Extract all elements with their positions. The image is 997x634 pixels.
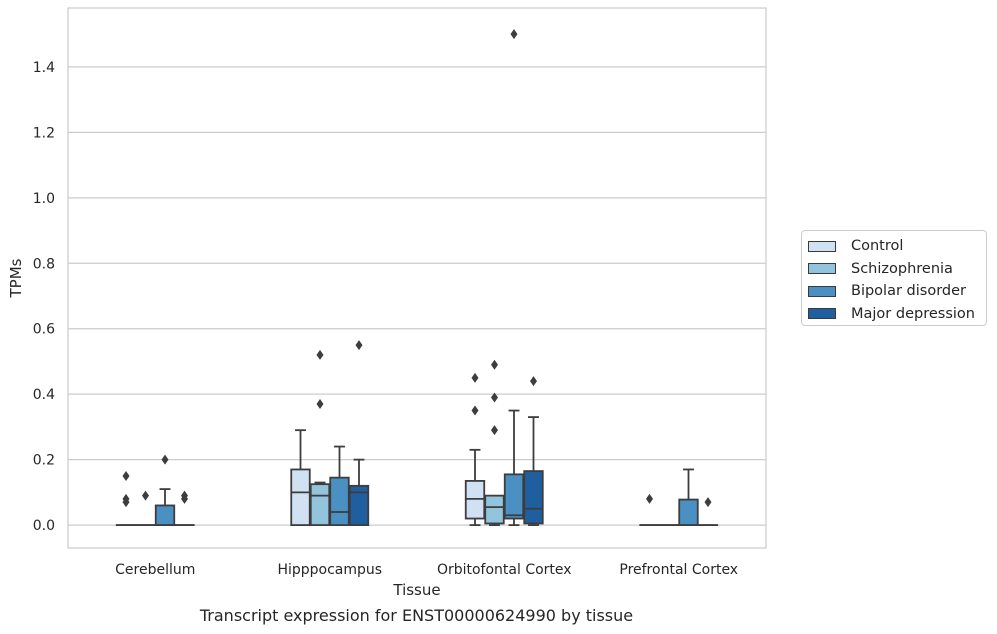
y-tick-label: 1.4 [33,60,55,76]
y-tick-label: 0.6 [33,322,55,338]
outlier-point [316,349,324,360]
outlier-point [491,425,498,436]
x-tick-labels: Cerebellum Hipppocampus Orbitofontal Corte… [115,562,738,578]
y-tick-label: 0.0 [33,518,55,534]
outlier-point [471,372,479,383]
box-control [290,429,311,526]
box-iqr [290,468,311,526]
legend-label: Schizophrenia [851,260,953,277]
outlier-point [122,497,130,508]
outlier-point [471,405,479,416]
legend-item: Bipolar disorder [808,280,986,303]
legend-label: Major depression [851,305,975,322]
box-control [464,372,486,526]
outlier-point [355,340,363,351]
y-axis-label: TPMs [7,258,25,298]
legend: Control Schizophrenia Bipolar disorder Majo… [801,230,987,326]
outlier-point [142,490,149,501]
y-tick-labels: 0.0 0.2 0.4 0.6 0.8 1.0 1.2 1.4 [33,60,55,534]
box-major-depression [523,376,544,526]
box-schizophrenia [135,490,156,527]
legend-swatch [808,285,836,297]
outlier-point [530,376,537,387]
outlier-point [316,399,324,409]
x-tick-label: Hipppocampus [277,562,382,578]
box-iqr [523,470,544,525]
box-bipolar-disorder [678,468,699,526]
x-tick-label: Cerebellum [115,562,195,578]
box-iqr [329,476,350,526]
x-tick-label: Prefrontal Cortex [619,562,738,578]
legend-swatch [808,308,836,320]
box-control [639,493,660,527]
box-iqr [309,483,331,526]
legend-swatch [808,263,836,275]
outlier-point [704,497,712,508]
plot-frame [67,7,767,549]
x-axis-label: Tissue [392,581,440,599]
box-iqr [348,484,370,526]
legend-item: Schizophrenia [808,258,986,281]
legend-label: Bipolar disorder [851,283,966,300]
x-tick-label: Orbitofontal Cortex [437,562,572,578]
box-iqr [154,504,176,526]
outlier-point [491,359,498,370]
outlier-point [122,471,130,481]
outlier-point [491,392,498,403]
box-bipolar-disorder [503,29,525,526]
outlier-point [646,493,653,504]
boxes-layer [115,29,719,527]
box-major-depression [697,497,719,527]
box-iqr [678,498,699,526]
box-bipolar-disorder [154,454,176,526]
legend-item: Control [808,235,986,258]
box-major-depression [348,340,370,526]
y-tick-label: 1.2 [33,125,55,141]
box-control [115,471,137,527]
legend-item: Major depression [808,303,986,326]
gridlines [68,66,766,526]
legend-label: Control [851,238,904,255]
y-tick-label: 0.2 [33,453,55,469]
box-iqr [503,473,525,520]
box-schizophrenia [309,349,331,526]
outlier-point [161,454,169,465]
box-bipolar-disorder [329,445,350,526]
y-tick-label: 0.8 [33,256,55,272]
legend-swatch [808,240,836,252]
box-schizophrenia [484,359,505,526]
outlier-point [181,493,188,504]
chart-caption: Transcript expression for ENST0000062499… [199,606,634,625]
box-major-depression [174,490,195,527]
outlier-point [510,29,518,40]
y-tick-label: 1.0 [33,191,55,207]
box-iqr [484,494,505,525]
y-tick-label: 0.4 [33,387,55,403]
